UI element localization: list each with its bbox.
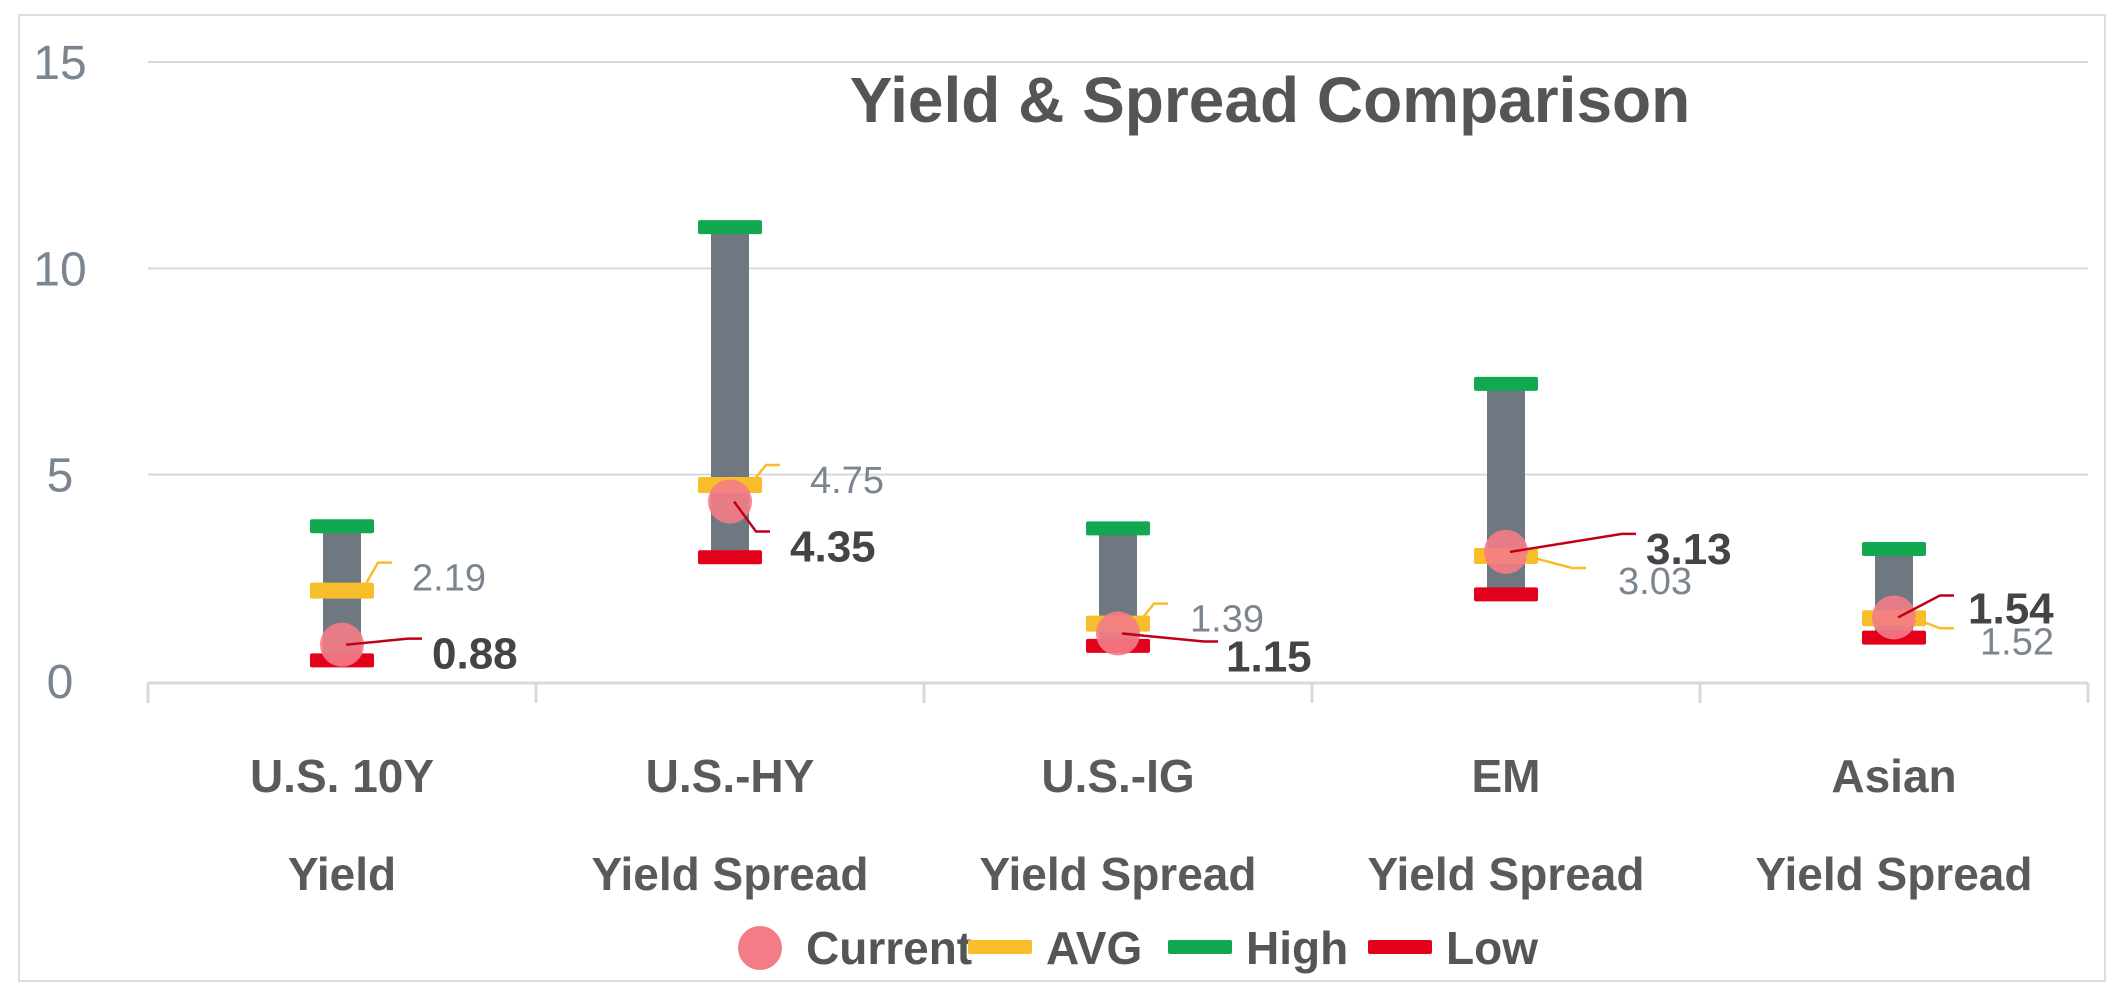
high-marker-cat-3: [1474, 376, 1538, 391]
avg-leader-cat-0: [360, 561, 392, 592]
legend-label-avg: AVG: [1046, 922, 1142, 974]
category-label-line1-cat-4: Asian: [1831, 750, 1956, 802]
y-tick-label-0: 0: [47, 656, 74, 709]
yield-spread-chart: 0 5 10 15 Yield & Spread Comparison 2.19 0.88 U…: [33, 37, 2090, 974]
category-label-line1-cat-3: EM: [1472, 750, 1541, 802]
low-marker-cat-1: [698, 550, 762, 565]
category-label-line1-cat-0: U.S. 10Y: [250, 750, 434, 802]
current-leader-cat-3: [1509, 532, 1636, 554]
category-label-line2-cat-0: Yield: [288, 848, 396, 900]
low-marker-cat-3: [1474, 587, 1538, 602]
legend-current-icon: [738, 926, 782, 970]
y-tick-label-15: 15: [33, 37, 86, 90]
current-leader-cat-2: [1121, 632, 1218, 643]
high-marker-cat-2: [1086, 521, 1150, 536]
legend-avg-icon: [968, 940, 1032, 954]
current-dot-cat-0: [320, 622, 364, 667]
current-dot-cat-4: [1872, 595, 1916, 640]
legend-high-icon: [1168, 940, 1232, 954]
current-label-cat-3: 3.13: [1646, 525, 1732, 574]
high-marker-cat-0: [310, 519, 374, 534]
avg-leader-cat-4: [1913, 617, 1954, 630]
avg-label-cat-3: 3.03: [1618, 561, 1692, 603]
legend-low-icon: [1368, 940, 1432, 954]
current-dot-cat-3: [1484, 529, 1528, 574]
avg-leader-cat-1: [749, 463, 780, 486]
avg-label-cat-4: 1.52: [1980, 621, 2054, 663]
legend-label-current: Current: [806, 922, 972, 974]
chart-title: Yield & Spread Comparison: [850, 64, 1690, 136]
avg-leader-cat-3: [1525, 554, 1586, 570]
avg-label-cat-1: 4.75: [810, 460, 884, 502]
avg-leader-cat-2: [1137, 602, 1168, 625]
avg-label-cat-0: 2.19: [412, 558, 486, 600]
category-label-line2-cat-3: Yield Spread: [1368, 848, 1645, 900]
current-label-cat-1: 4.35: [790, 522, 876, 571]
avg-label-cat-2: 1.39: [1190, 599, 1264, 641]
legend-label-high: High: [1246, 922, 1348, 974]
high-marker-cat-1: [698, 220, 762, 235]
category-label-line1-cat-2: U.S.-IG: [1041, 750, 1194, 802]
current-dot-cat-2: [1096, 611, 1140, 656]
current-label-cat-0: 0.88: [432, 630, 518, 679]
current-leader-cat-0: [345, 637, 422, 646]
y-tick-label-5: 5: [47, 450, 74, 503]
high-marker-cat-4: [1862, 541, 1926, 556]
legend-label-low: Low: [1446, 922, 1538, 974]
category-label-line1-cat-1: U.S.-HY: [646, 750, 815, 802]
category-label-line2-cat-1: Yield Spread: [592, 848, 869, 900]
category-label-line2-cat-2: Yield Spread: [980, 848, 1257, 900]
avg-marker-cat-0: [310, 582, 374, 599]
current-label-cat-4: 1.54: [1968, 584, 2054, 633]
current-leader-cat-1: [732, 500, 770, 533]
current-label-cat-2: 1.15: [1226, 633, 1312, 682]
chart-container: 0 5 10 15 Yield & Spread Comparison 2.19 0.88 U…: [18, 14, 2106, 982]
y-tick-label-10: 10: [33, 243, 86, 296]
current-leader-cat-4: [1897, 594, 1954, 619]
category-label-line2-cat-4: Yield Spread: [1756, 848, 2033, 900]
